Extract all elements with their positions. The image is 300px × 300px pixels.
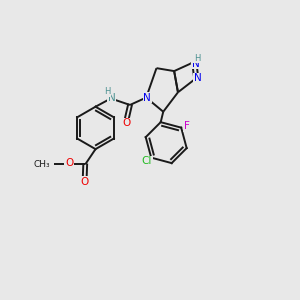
Text: O: O	[65, 158, 73, 168]
Text: N: N	[143, 93, 151, 103]
Text: O: O	[80, 177, 89, 187]
Text: N: N	[108, 94, 115, 103]
Text: O: O	[122, 118, 130, 128]
Text: CH₃: CH₃	[34, 160, 50, 169]
Text: H: H	[104, 88, 110, 97]
Text: Cl: Cl	[142, 156, 152, 166]
Text: H: H	[194, 54, 200, 63]
Text: N: N	[192, 59, 200, 69]
Text: N: N	[194, 73, 201, 83]
Text: F: F	[184, 121, 189, 131]
